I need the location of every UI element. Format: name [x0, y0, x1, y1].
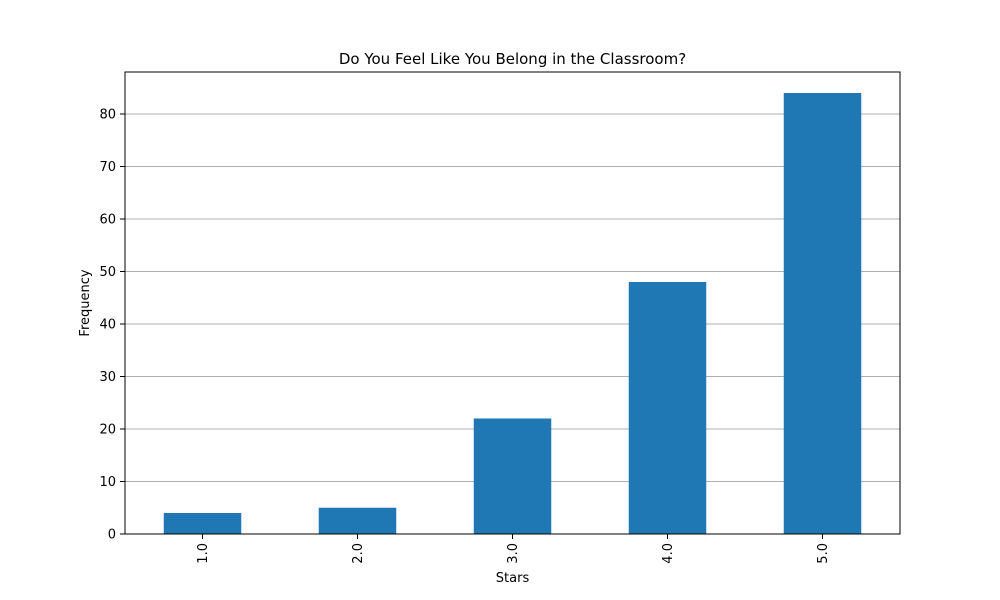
y-axis-label: Frequency — [78, 269, 93, 336]
bar-4-0 — [628, 282, 707, 534]
bar-3-0 — [473, 418, 552, 534]
x-tick-label: 4.0 — [661, 543, 676, 564]
y-axis-ticks: 0 10 20 30 40 50 60 70 80 — [99, 108, 125, 543]
y-tick-label: 30 — [99, 370, 116, 385]
y-tick-label: 50 — [99, 265, 116, 280]
y-tick-label: 40 — [99, 318, 116, 333]
x-tick-label: 2.0 — [351, 543, 366, 564]
x-axis-label: Stars — [496, 571, 530, 586]
x-tick-label: 1.0 — [196, 543, 211, 564]
bar-1-0 — [163, 513, 242, 534]
y-tick-label: 60 — [99, 213, 116, 228]
y-tick-label: 0 — [108, 528, 116, 543]
x-axis-ticks: 1.0 2.0 3.0 4.0 5.0 — [196, 534, 831, 564]
x-tick-label: 3.0 — [506, 543, 521, 564]
y-tick-label: 80 — [99, 108, 116, 123]
bars — [163, 93, 862, 534]
y-tick-label: 20 — [99, 423, 116, 438]
x-tick-label: 5.0 — [816, 543, 831, 564]
bar-2-0 — [318, 507, 397, 534]
bar-5-0 — [783, 93, 862, 534]
y-tick-label: 70 — [99, 160, 116, 175]
chart-title: Do You Feel Like You Belong in the Class… — [339, 50, 686, 68]
y-tick-label: 10 — [99, 475, 116, 490]
